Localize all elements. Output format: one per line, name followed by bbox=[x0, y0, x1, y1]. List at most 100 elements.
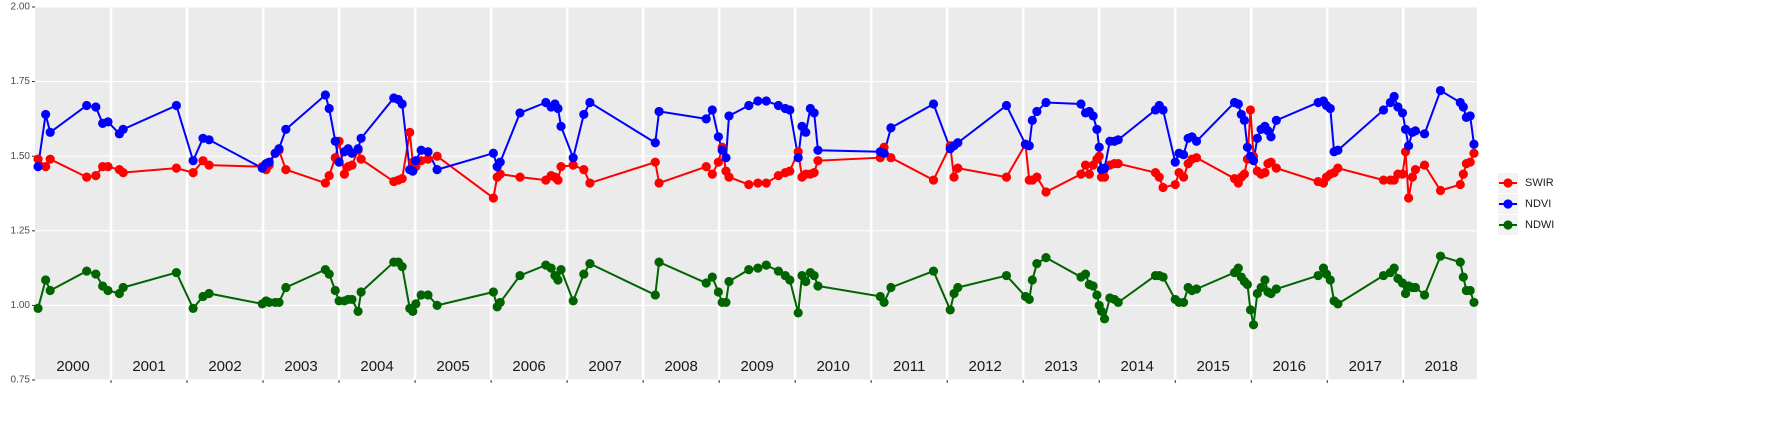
point bbox=[1465, 111, 1475, 121]
point bbox=[949, 172, 959, 182]
point bbox=[1410, 282, 1421, 293]
point bbox=[654, 106, 664, 117]
year-label: 2009 bbox=[740, 358, 773, 375]
y-tick-label: 1.75 bbox=[11, 76, 31, 87]
point bbox=[928, 175, 939, 185]
point bbox=[82, 172, 92, 182]
point bbox=[1252, 133, 1262, 143]
point bbox=[793, 308, 803, 318]
point bbox=[1076, 99, 1086, 109]
point bbox=[1080, 269, 1091, 279]
point bbox=[330, 136, 340, 146]
point bbox=[1041, 97, 1051, 108]
point bbox=[801, 127, 811, 137]
point bbox=[188, 168, 198, 178]
point bbox=[1001, 100, 1012, 111]
point bbox=[1245, 305, 1256, 315]
point bbox=[188, 156, 198, 166]
point bbox=[171, 163, 181, 173]
point bbox=[650, 138, 660, 148]
year-label: 2000 bbox=[56, 358, 89, 375]
y-tick-label: 1.00 bbox=[11, 300, 31, 311]
point bbox=[432, 165, 442, 175]
point bbox=[1024, 294, 1034, 305]
point bbox=[324, 269, 334, 279]
point bbox=[118, 124, 128, 134]
point bbox=[91, 102, 101, 112]
point bbox=[324, 170, 334, 181]
point bbox=[1024, 141, 1034, 151]
point bbox=[928, 266, 939, 276]
point bbox=[1084, 169, 1094, 179]
point bbox=[488, 287, 498, 297]
year-label: 2006 bbox=[512, 358, 545, 375]
point bbox=[1400, 288, 1411, 299]
point bbox=[118, 168, 128, 178]
y-tick-label: 1.50 bbox=[11, 151, 31, 162]
point bbox=[761, 178, 771, 188]
point bbox=[1041, 253, 1051, 263]
point bbox=[397, 173, 407, 184]
point bbox=[1419, 160, 1430, 170]
point bbox=[1233, 99, 1243, 109]
point bbox=[721, 153, 731, 163]
point bbox=[416, 290, 426, 300]
point bbox=[654, 257, 664, 267]
point bbox=[103, 162, 113, 172]
point bbox=[1271, 115, 1281, 125]
point bbox=[320, 178, 330, 188]
point bbox=[82, 100, 92, 111]
point bbox=[568, 160, 578, 170]
legend-label: NDWI bbox=[1525, 219, 1554, 231]
point bbox=[41, 109, 51, 120]
point bbox=[568, 153, 578, 163]
point bbox=[724, 172, 734, 182]
point bbox=[188, 303, 198, 313]
point bbox=[1113, 297, 1123, 308]
point bbox=[33, 303, 43, 313]
point bbox=[886, 123, 896, 133]
point bbox=[334, 157, 344, 167]
point bbox=[1099, 314, 1110, 324]
point bbox=[650, 290, 660, 300]
point bbox=[879, 148, 889, 158]
year-label: 2011 bbox=[893, 358, 925, 375]
point bbox=[416, 145, 426, 155]
year-label: 2003 bbox=[284, 358, 317, 375]
point bbox=[1076, 169, 1086, 179]
point bbox=[1435, 251, 1446, 261]
point bbox=[1378, 105, 1389, 115]
point bbox=[495, 297, 505, 308]
point bbox=[1099, 163, 1110, 173]
year-label: 2004 bbox=[360, 358, 393, 375]
point bbox=[1178, 150, 1189, 160]
point bbox=[347, 160, 357, 170]
point bbox=[724, 276, 734, 287]
point bbox=[744, 179, 754, 190]
point bbox=[707, 105, 717, 115]
point bbox=[1248, 156, 1259, 166]
point bbox=[1333, 299, 1343, 309]
point bbox=[1088, 111, 1098, 121]
point bbox=[1260, 168, 1270, 178]
point bbox=[761, 96, 771, 106]
point bbox=[171, 100, 181, 111]
point bbox=[1271, 284, 1281, 294]
point bbox=[579, 165, 589, 175]
point bbox=[1191, 284, 1202, 294]
point bbox=[1469, 139, 1479, 149]
point bbox=[33, 154, 43, 164]
point bbox=[1333, 145, 1343, 155]
point bbox=[274, 144, 284, 154]
point bbox=[1397, 108, 1408, 118]
point bbox=[1419, 129, 1430, 139]
point bbox=[41, 162, 51, 172]
year-label: 2016 bbox=[1273, 358, 1306, 375]
point bbox=[761, 260, 771, 270]
point bbox=[41, 275, 51, 285]
point bbox=[1465, 285, 1475, 296]
point bbox=[408, 166, 418, 176]
point bbox=[585, 259, 595, 269]
point bbox=[1410, 126, 1421, 136]
point bbox=[1389, 263, 1399, 273]
